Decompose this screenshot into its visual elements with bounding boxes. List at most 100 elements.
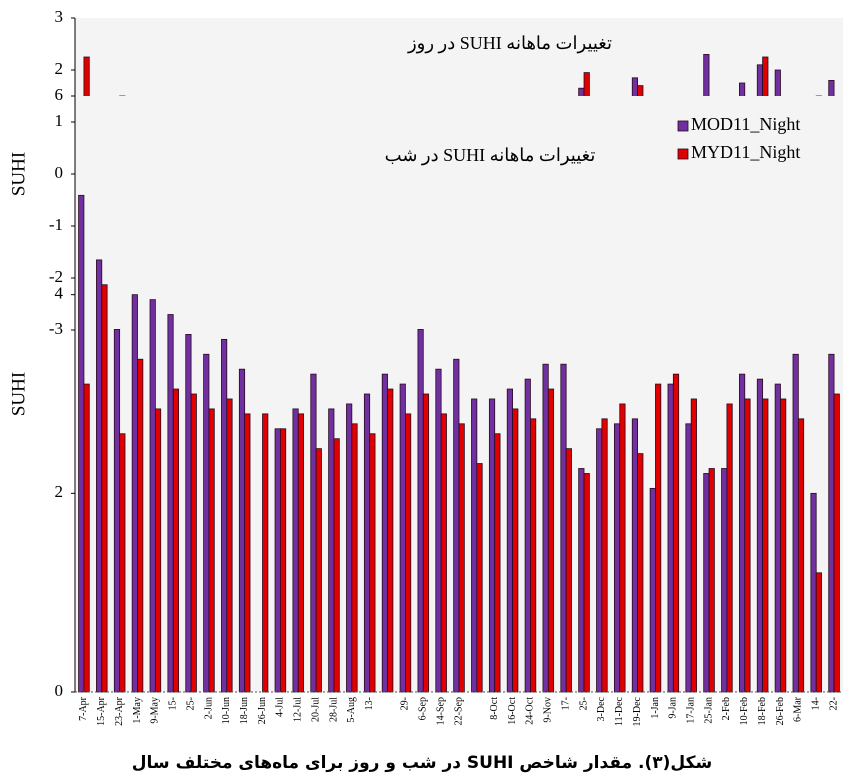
bar (346, 403, 353, 693)
bar (101, 284, 108, 693)
x-tick-label: 9-Jan (668, 697, 679, 719)
x-tick-label: 26-Jun (257, 697, 268, 724)
x-tick-label: 15- (168, 697, 179, 710)
x-tick-label: 25-Jan (703, 697, 714, 724)
x-tick-label: 17-Jan (685, 697, 696, 724)
y-tick-label: -1 (49, 215, 63, 234)
bar (226, 398, 233, 693)
bar (756, 378, 764, 693)
x-tick-label: 18-Jun (239, 697, 250, 724)
bar (494, 433, 501, 693)
y-tick-label: 1 (55, 111, 64, 130)
bar (530, 418, 537, 693)
bar (297, 413, 305, 693)
x-tick-label: 24-Oct (525, 697, 536, 725)
bar (613, 423, 621, 693)
bar (744, 398, 751, 693)
x-tick-label: 26-Feb (775, 697, 786, 725)
bar (833, 393, 840, 693)
bar (726, 403, 733, 693)
bar (565, 448, 572, 693)
y-axis-label: SUHI (8, 152, 29, 196)
x-tick-label: 10-Feb (739, 697, 750, 725)
chart-title: تغییرات ماهانه SUHI در روز (407, 33, 612, 54)
x-tick-label: 22- (828, 697, 839, 710)
bar (815, 572, 822, 693)
x-tick-label: 1-Jan (650, 697, 661, 719)
bar (721, 468, 728, 693)
bar (810, 492, 817, 693)
chart-title: تغییرات ماهانه SUHI در شب (385, 145, 596, 166)
x-tick-label: 25- (578, 697, 589, 710)
bar (685, 423, 692, 693)
bar (471, 398, 478, 693)
y-tick-label: 2 (55, 482, 64, 501)
x-tick-label: 11-Dec (614, 696, 625, 726)
bar (78, 194, 85, 693)
bar (739, 373, 746, 693)
bar (792, 353, 799, 693)
x-tick-label: 28-Jul (328, 697, 339, 722)
y-tick-label: 0 (55, 163, 64, 182)
bar (244, 413, 251, 693)
bar (119, 433, 126, 693)
y-tick-label: 3 (55, 7, 64, 26)
x-tick-label: 18-Feb (757, 697, 768, 725)
x-tick-label: 3-Dec (596, 696, 607, 721)
bar (113, 329, 121, 693)
bar (292, 408, 299, 693)
bar (190, 393, 197, 693)
bar (333, 438, 340, 693)
bar (137, 358, 144, 693)
x-tick-label: 2-Jun (203, 697, 214, 719)
bar (828, 353, 835, 693)
bar (560, 363, 567, 693)
bar (774, 383, 781, 693)
bar (649, 487, 656, 693)
y-tick-label: -3 (49, 319, 63, 338)
bar (453, 358, 460, 693)
bar (274, 428, 281, 693)
x-tick-label: 10-Jun (221, 697, 232, 724)
x-tick-label: 5-Aug (346, 697, 357, 723)
x-tick-label: 17- (560, 697, 571, 710)
bar (703, 473, 710, 693)
y-tick-label: -2 (49, 267, 63, 286)
bar (690, 398, 697, 693)
bar (476, 463, 483, 693)
bar (83, 383, 90, 693)
bar (458, 423, 465, 693)
bar (185, 333, 192, 693)
bar (154, 408, 162, 693)
x-tick-label: 9-May (150, 697, 161, 724)
x-tick-label: 4-Jul (275, 697, 286, 717)
bar (328, 408, 335, 693)
x-tick-label: 6-Sep (418, 697, 429, 720)
bar (762, 398, 769, 693)
bar (369, 433, 376, 693)
y-tick-label: 4 (55, 284, 64, 303)
x-tick-label: 16-Oct (507, 697, 518, 725)
bar (596, 428, 603, 693)
bar (262, 413, 269, 693)
x-tick-label: 23-Apr (114, 696, 125, 726)
x-tick-label: 12-Jul (293, 697, 304, 722)
y-tick-label: 0 (55, 681, 64, 700)
bar (797, 418, 805, 693)
y-axis-label: SUHI (8, 372, 29, 416)
bar (672, 373, 680, 693)
x-tick-label: 25- (185, 697, 196, 710)
legend-label: MYD11_Night (691, 142, 800, 162)
x-tick-label: 2-Feb (721, 697, 732, 720)
bar (221, 338, 228, 693)
bar (631, 418, 639, 693)
x-tick-label: 20-Jul (310, 697, 321, 722)
bar (351, 423, 358, 693)
bar (238, 368, 246, 693)
bar (387, 388, 394, 693)
bar (435, 368, 442, 693)
bar (203, 353, 210, 693)
y-tick-label: 2 (55, 59, 64, 78)
bar (131, 294, 138, 693)
